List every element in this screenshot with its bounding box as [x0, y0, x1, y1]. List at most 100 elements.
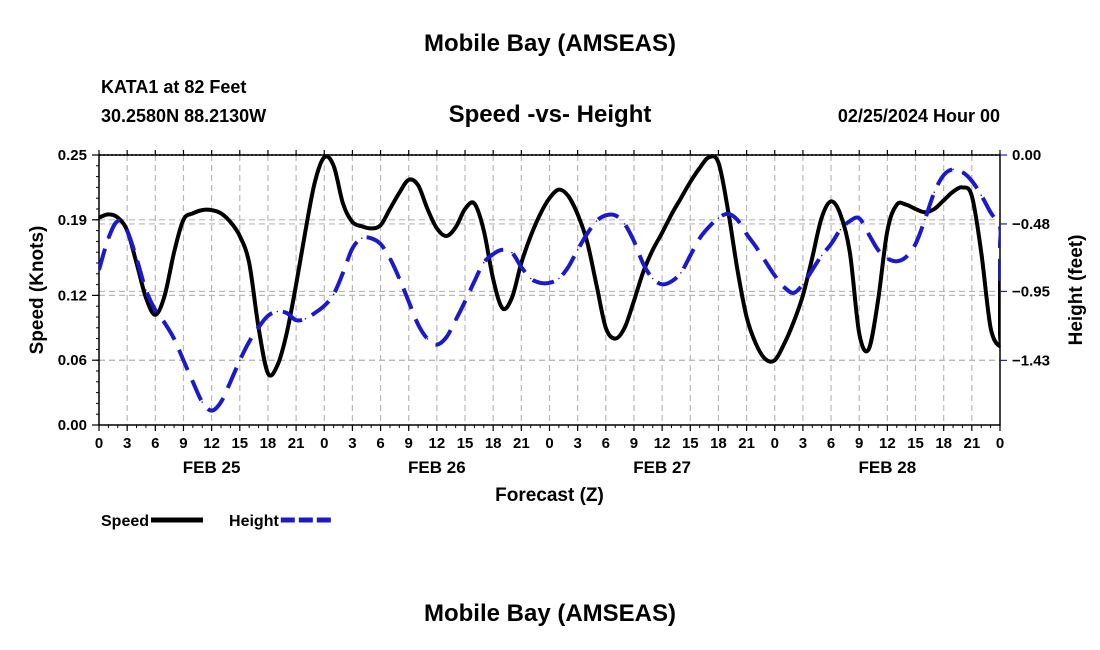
x-tick-label: 21 [738, 435, 755, 452]
data-point-speed [154, 314, 157, 316]
data-point-speed [445, 235, 448, 237]
data-point-height [905, 256, 907, 258]
data-point-speed [999, 345, 1001, 347]
x-tick-label: 15 [457, 435, 474, 452]
data-point-speed [830, 200, 832, 203]
data-point-speed [360, 225, 363, 228]
data-point-speed [492, 278, 494, 281]
data-point-height [830, 243, 832, 245]
data-point-height [914, 243, 917, 245]
data-point-speed [548, 197, 551, 199]
data-point-speed [163, 294, 166, 297]
data-point-height [623, 223, 626, 225]
x-tick-label: 12 [203, 435, 220, 452]
x-tick-label: 0 [771, 435, 779, 452]
data-point-height [727, 213, 729, 215]
data-point-speed [398, 192, 401, 194]
data-point-height [642, 263, 645, 265]
legend-label-speed: Speed [101, 513, 149, 530]
x-tick-label: 0 [95, 435, 103, 452]
data-point-speed [736, 267, 739, 270]
data-point-speed [511, 296, 513, 299]
data-point-height [323, 304, 326, 307]
data-point-speed [605, 327, 607, 329]
y2-tick-label: −0.95 [1012, 283, 1050, 300]
x-tick-label: 21 [513, 435, 530, 452]
x-tick-label: 9 [855, 435, 863, 452]
data-point-speed [276, 364, 279, 367]
data-point-height [605, 214, 607, 217]
data-point-height [98, 269, 100, 271]
data-point-speed [802, 294, 804, 297]
data-point-speed [717, 161, 720, 164]
data-point-speed [173, 251, 175, 253]
data-point-speed [483, 229, 485, 232]
x-axis-title: Forecast (Z) [495, 485, 604, 506]
data-point-height [886, 257, 889, 260]
data-point-speed [454, 226, 457, 229]
data-point-speed [464, 208, 466, 210]
data-point-height [745, 233, 748, 235]
data-point-speed [961, 186, 964, 189]
data-point-height [942, 174, 945, 176]
y-tick-label: 0.06 [58, 352, 87, 369]
data-point-speed [304, 229, 307, 232]
data-point-height [182, 359, 185, 362]
data-point-speed [895, 203, 898, 206]
data-point-height [971, 180, 973, 182]
y-tick-label: 0.00 [58, 417, 87, 434]
data-point-height [680, 271, 682, 274]
data-point-height [454, 319, 457, 321]
data-point-speed [877, 300, 879, 302]
data-point-speed [248, 262, 250, 264]
data-point-height [126, 230, 128, 232]
data-point-height [539, 282, 541, 284]
y-axis-title: Speed (Knots) [27, 226, 48, 355]
data-point-speed [107, 213, 110, 216]
legend-label-height: Height [229, 513, 279, 530]
data-point-speed [473, 202, 476, 205]
chart-subtitle: Speed -vs- Height [448, 101, 652, 128]
station-name: KATA1 at 82 Feet [101, 77, 247, 97]
data-point-height [295, 319, 297, 321]
data-point-height [895, 260, 898, 263]
data-point-height [755, 246, 757, 248]
x-tick-label: 12 [429, 435, 446, 452]
data-point-height [445, 336, 448, 339]
data-point-speed [595, 283, 598, 286]
data-point-speed [905, 203, 907, 206]
data-point-speed [773, 359, 776, 362]
x-tick-label: 0 [320, 435, 328, 452]
data-point-speed [98, 216, 100, 219]
data-point-speed [192, 212, 194, 215]
data-point-height [257, 326, 260, 329]
data-point-height [229, 381, 232, 383]
data-point-height [802, 283, 804, 286]
data-point-speed [567, 195, 570, 197]
data-point-height [107, 237, 110, 240]
data-point-height [558, 277, 560, 280]
data-point-height [698, 237, 701, 240]
data-point-height [651, 277, 654, 280]
data-point-height [135, 257, 138, 260]
x-tick-label: 15 [907, 435, 924, 452]
data-point-speed [933, 208, 936, 210]
data-point-height [839, 228, 842, 231]
date-label: FEB 28 [859, 458, 917, 477]
data-point-height [370, 237, 372, 240]
data-point-speed [539, 213, 541, 216]
data-point-height [389, 257, 391, 260]
data-point-height [304, 317, 307, 320]
data-point-speed [820, 216, 823, 219]
x-tick-label: 18 [485, 435, 502, 452]
data-point-height [220, 401, 222, 403]
data-point-height [567, 266, 570, 268]
data-point-height [586, 233, 588, 235]
y2-tick-label: 0.00 [1012, 147, 1041, 164]
date-label: FEB 26 [408, 458, 466, 477]
data-point-speed [576, 213, 579, 216]
data-point-speed [586, 240, 588, 243]
x-tick-label: 3 [123, 435, 131, 452]
data-point-speed [670, 213, 673, 216]
data-point-speed [314, 181, 316, 183]
